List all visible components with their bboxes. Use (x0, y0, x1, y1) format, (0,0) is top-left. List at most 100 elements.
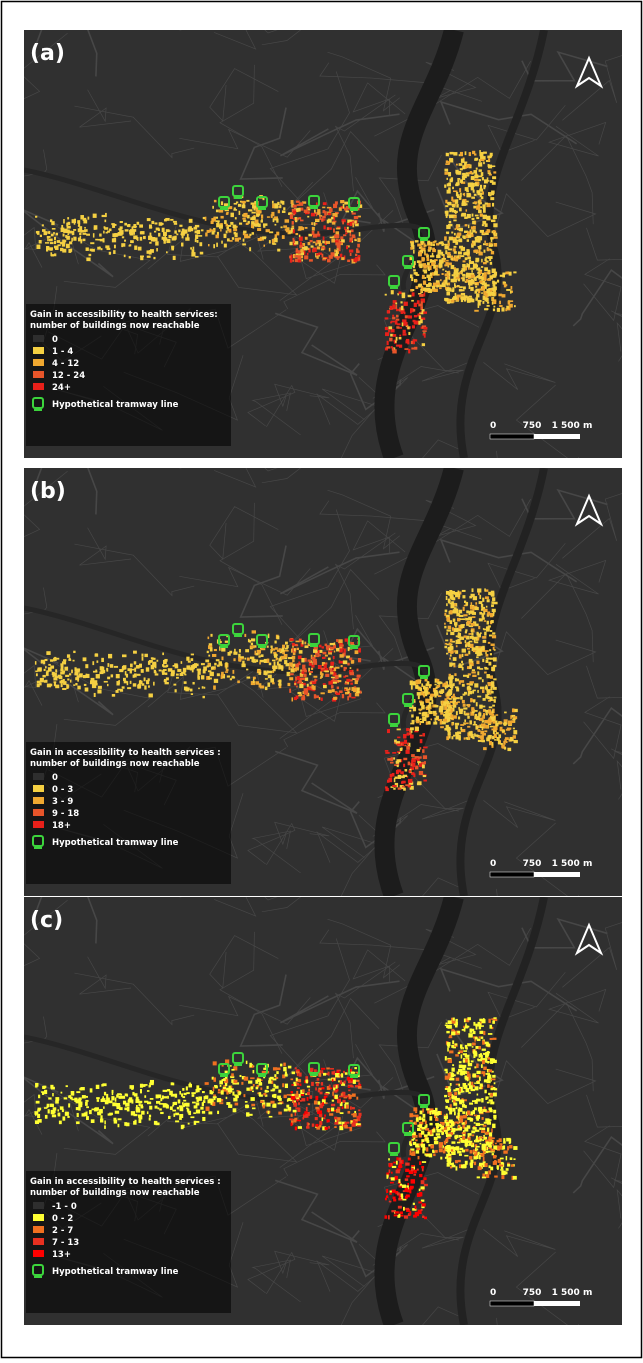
building (475, 1147, 477, 1151)
building (428, 721, 430, 723)
building (334, 249, 336, 252)
building (124, 255, 126, 258)
building (470, 268, 474, 270)
building (351, 1072, 354, 1074)
building (321, 698, 323, 701)
building (452, 187, 454, 189)
building (482, 706, 485, 708)
building (454, 246, 457, 248)
building (486, 660, 489, 663)
building (456, 1116, 459, 1118)
building (453, 597, 455, 600)
building (468, 643, 471, 647)
building (457, 178, 460, 180)
building (320, 676, 322, 679)
building (233, 1108, 237, 1112)
building (186, 1108, 188, 1110)
building (250, 657, 254, 660)
building (315, 243, 317, 245)
building (36, 673, 38, 676)
building (468, 1077, 470, 1080)
building (467, 704, 469, 707)
building (159, 1103, 163, 1105)
building (456, 688, 459, 692)
building (483, 713, 485, 715)
building (228, 225, 232, 227)
building (214, 663, 216, 666)
building (330, 1068, 334, 1070)
building (294, 683, 296, 685)
building (195, 239, 197, 242)
building (411, 754, 415, 757)
building (385, 317, 389, 319)
building (455, 1166, 457, 1170)
building (84, 684, 87, 686)
building (138, 1119, 141, 1123)
building (265, 687, 268, 690)
building (156, 228, 160, 231)
building (449, 678, 453, 680)
building (351, 697, 355, 699)
building (481, 1130, 485, 1133)
building (455, 200, 458, 204)
building (402, 333, 406, 335)
building (122, 686, 125, 688)
building (392, 752, 396, 754)
building (354, 216, 358, 219)
building (358, 1086, 362, 1089)
building (141, 669, 144, 673)
building (472, 675, 476, 677)
building (76, 1091, 80, 1093)
building (324, 211, 327, 215)
building (173, 256, 176, 260)
building (98, 686, 102, 689)
building (226, 669, 229, 671)
building (149, 1115, 151, 1118)
building (418, 1156, 420, 1159)
building (408, 332, 410, 335)
building (510, 300, 513, 302)
building (468, 1033, 472, 1037)
building (35, 1113, 37, 1115)
building (318, 253, 322, 255)
building (325, 1127, 328, 1130)
building (104, 681, 108, 683)
building (468, 257, 471, 260)
building (478, 1137, 480, 1140)
building (106, 1094, 108, 1098)
building (461, 661, 463, 663)
building (493, 1149, 496, 1151)
building (402, 295, 405, 298)
building (295, 1067, 297, 1069)
building (150, 1098, 154, 1100)
building (79, 233, 81, 235)
building (475, 1046, 478, 1049)
building (493, 1038, 497, 1040)
building (285, 1084, 288, 1088)
legend-title: Gain in accessibility to health services… (30, 748, 221, 758)
building (448, 172, 451, 176)
building (139, 224, 143, 227)
building (445, 1077, 449, 1079)
building (455, 228, 457, 230)
building (73, 660, 75, 662)
building (471, 1130, 475, 1133)
building (420, 261, 422, 264)
building (91, 1119, 95, 1123)
building (355, 693, 359, 697)
building (323, 236, 325, 240)
building (231, 1069, 234, 1071)
building (308, 1123, 310, 1125)
building (443, 719, 447, 722)
building (108, 1100, 112, 1103)
building (405, 1169, 409, 1172)
building (482, 720, 484, 722)
building (447, 1048, 449, 1052)
building (486, 243, 489, 246)
building (456, 295, 460, 298)
building (455, 623, 457, 627)
building (448, 1092, 452, 1096)
building (459, 654, 462, 658)
building (234, 1094, 238, 1096)
building (225, 1083, 227, 1086)
